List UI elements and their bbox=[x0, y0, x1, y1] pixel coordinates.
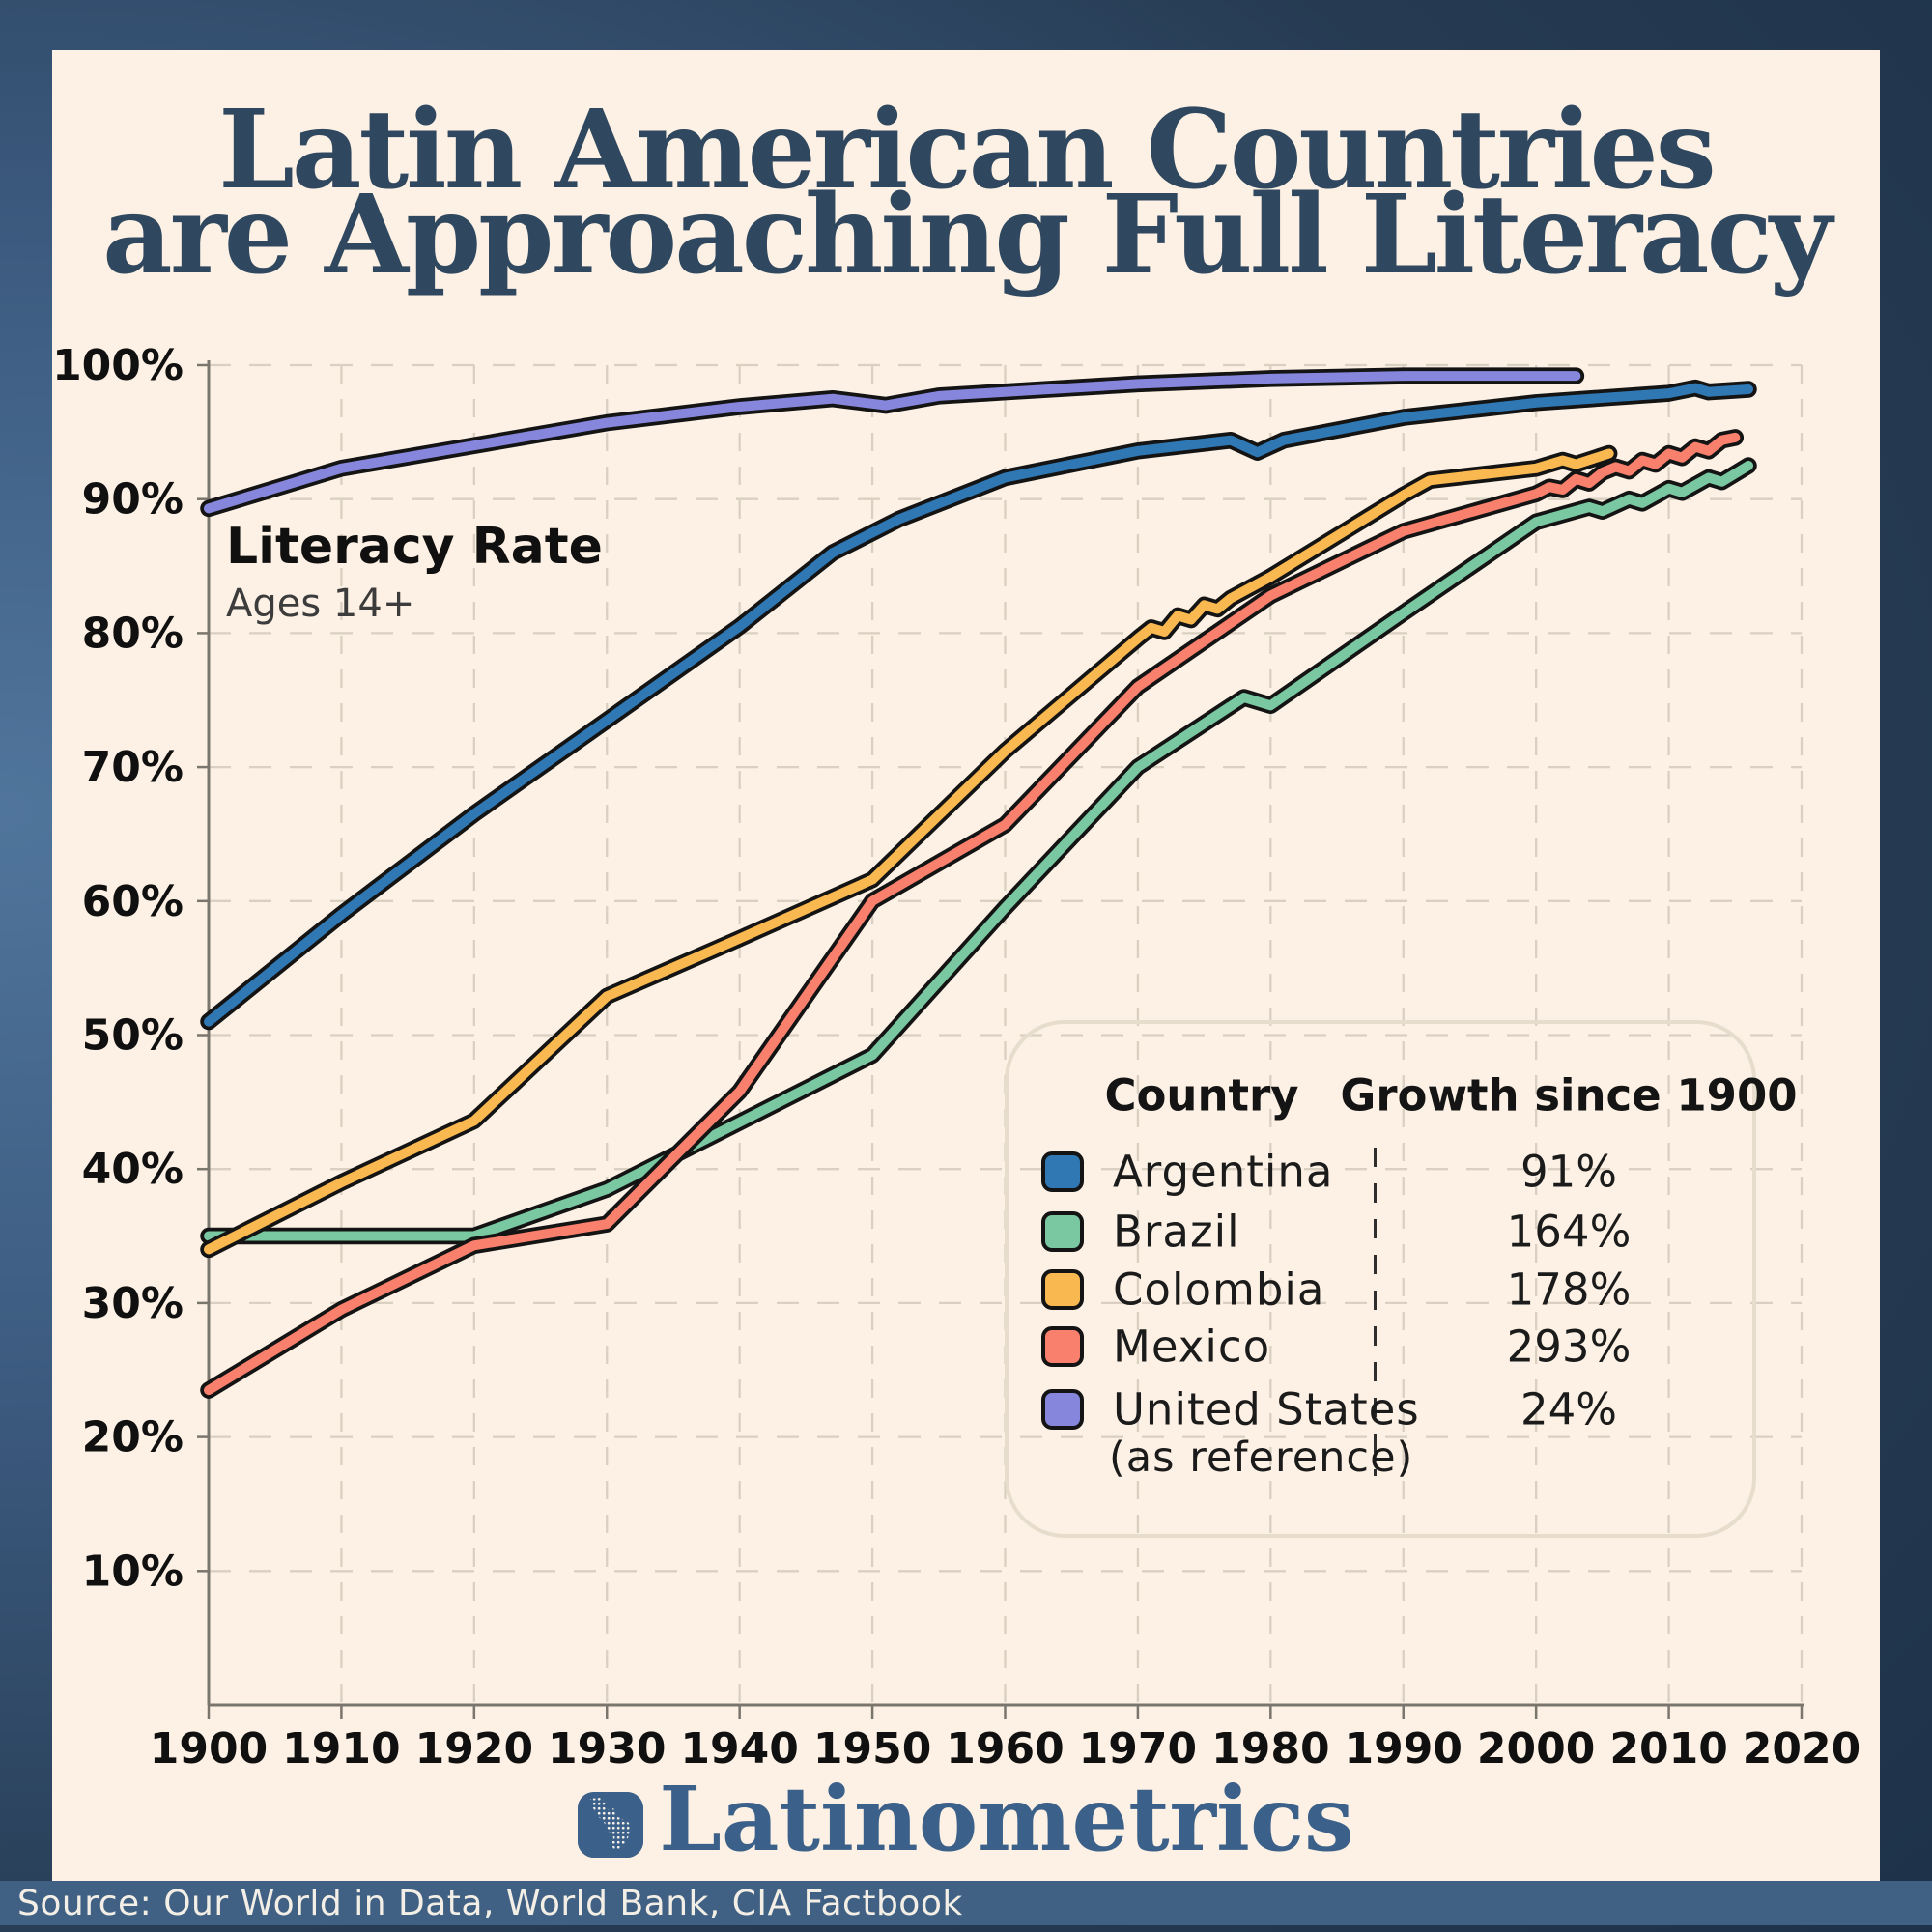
x-axis-tick-label: 1910 bbox=[282, 1724, 400, 1774]
legend-header-growth: Growth since 1900 bbox=[1340, 1069, 1798, 1122]
legend-swatch-icon bbox=[1041, 1211, 1084, 1252]
y-axis-tick-label: 10% bbox=[82, 1547, 184, 1596]
brand-row: Latinometrics bbox=[52, 1775, 1880, 1868]
legend-swatch-icon bbox=[1041, 1151, 1084, 1192]
chart-inner-subtitle: Ages 14+ bbox=[226, 582, 415, 626]
chart-inner-label: Literacy Rate Ages 14+ bbox=[226, 518, 603, 626]
legend-label: Brazil bbox=[1113, 1206, 1240, 1258]
y-axis-tick-label: 60% bbox=[82, 877, 184, 926]
x-axis-tick-label: 1970 bbox=[1079, 1724, 1197, 1774]
x-axis-tick-label: 1920 bbox=[415, 1724, 533, 1774]
legend-growth-value: 91% bbox=[1520, 1146, 1618, 1198]
source-text: Source: Our World in Data, World Bank, C… bbox=[17, 1883, 963, 1923]
series-line-mexico bbox=[200, 429, 1745, 1399]
series-core bbox=[204, 383, 1753, 1027]
axes bbox=[197, 360, 1804, 1719]
series-line-united-states-as-reference bbox=[200, 367, 1585, 518]
legend-label: United States bbox=[1113, 1383, 1420, 1435]
page-title: Latin American Countries are Approaching… bbox=[52, 87, 1880, 299]
legend-swatch-icon bbox=[1041, 1389, 1084, 1430]
x-axis-tick-label: 1990 bbox=[1345, 1724, 1463, 1774]
y-axis-tick-label: 50% bbox=[82, 1011, 184, 1061]
legend-label: Argentina bbox=[1113, 1146, 1334, 1198]
y-axis-tick-label: 90% bbox=[82, 475, 184, 525]
legend-swatch-icon bbox=[1041, 1326, 1084, 1367]
legend-label: Mexico bbox=[1113, 1321, 1271, 1373]
legend-growth-value: 24% bbox=[1520, 1383, 1618, 1435]
y-axis-tick-label: 100% bbox=[52, 341, 184, 390]
x-axis-tick-label: 2020 bbox=[1743, 1724, 1861, 1774]
y-axis-tick-label: 40% bbox=[82, 1145, 184, 1194]
latinometrics-logo-icon bbox=[578, 1792, 644, 1858]
series-lines bbox=[200, 367, 1757, 1399]
series-core bbox=[204, 461, 1753, 1241]
gridlines bbox=[209, 363, 1804, 1705]
chart-inner-title: Literacy Rate bbox=[226, 518, 603, 576]
legend-growth-value: 178% bbox=[1506, 1264, 1632, 1316]
legend-column-divider bbox=[1374, 1148, 1377, 1476]
legend-swatch-icon bbox=[1041, 1269, 1084, 1310]
series-line-argentina bbox=[200, 379, 1757, 1031]
title-line-1: Latin American Countries bbox=[218, 87, 1717, 213]
y-axis-tick-label: 80% bbox=[82, 609, 184, 658]
legend-growth-value: 164% bbox=[1506, 1206, 1632, 1258]
series-line-colombia bbox=[200, 444, 1618, 1259]
latin-america-dot-map-icon bbox=[578, 1792, 644, 1858]
x-axis-tick-label: 1930 bbox=[548, 1724, 666, 1774]
latinometrics-wordmark: Latinometrics bbox=[659, 1767, 1354, 1871]
series-core bbox=[204, 371, 1581, 514]
x-axis-tick-label: 2010 bbox=[1609, 1724, 1727, 1774]
legend-growth-value: 293% bbox=[1506, 1321, 1632, 1373]
axis-tick-labels: 1900 1910 1920 1930 1940 1950 1960 1970 1980 1990… bbox=[52, 341, 1861, 1774]
series-line-brazil bbox=[200, 457, 1757, 1245]
x-axis-tick-label: 1980 bbox=[1211, 1724, 1329, 1774]
x-axis-tick-label: 1940 bbox=[680, 1724, 798, 1774]
y-axis-tick-label: 30% bbox=[82, 1279, 184, 1328]
y-axis-tick-label: 70% bbox=[82, 743, 184, 792]
source-footer-bar: Source: Our World in Data, World Bank, C… bbox=[0, 1881, 1932, 1925]
x-axis-tick-label: 2000 bbox=[1477, 1724, 1595, 1774]
series-core bbox=[204, 448, 1614, 1255]
legend-header-country: Country bbox=[1104, 1069, 1299, 1122]
x-axis-tick-label: 1950 bbox=[813, 1724, 931, 1774]
legend-box: Country Growth since 1900 Argentina 91% Br… bbox=[1005, 1020, 1798, 1538]
y-axis-tick-label: 20% bbox=[82, 1413, 184, 1463]
legend-sublabel: (as reference) bbox=[1109, 1434, 1414, 1482]
title-line-2: are Approaching Full Literacy bbox=[102, 172, 1833, 299]
series-outline bbox=[200, 367, 1585, 518]
series-core bbox=[204, 432, 1741, 1396]
chart-card: Latin American Countries are Approaching… bbox=[52, 50, 1880, 1881]
x-axis-tick-label: 1900 bbox=[150, 1724, 268, 1774]
legend-label: Colombia bbox=[1113, 1264, 1325, 1316]
x-axis-tick-label: 1960 bbox=[946, 1724, 1064, 1774]
